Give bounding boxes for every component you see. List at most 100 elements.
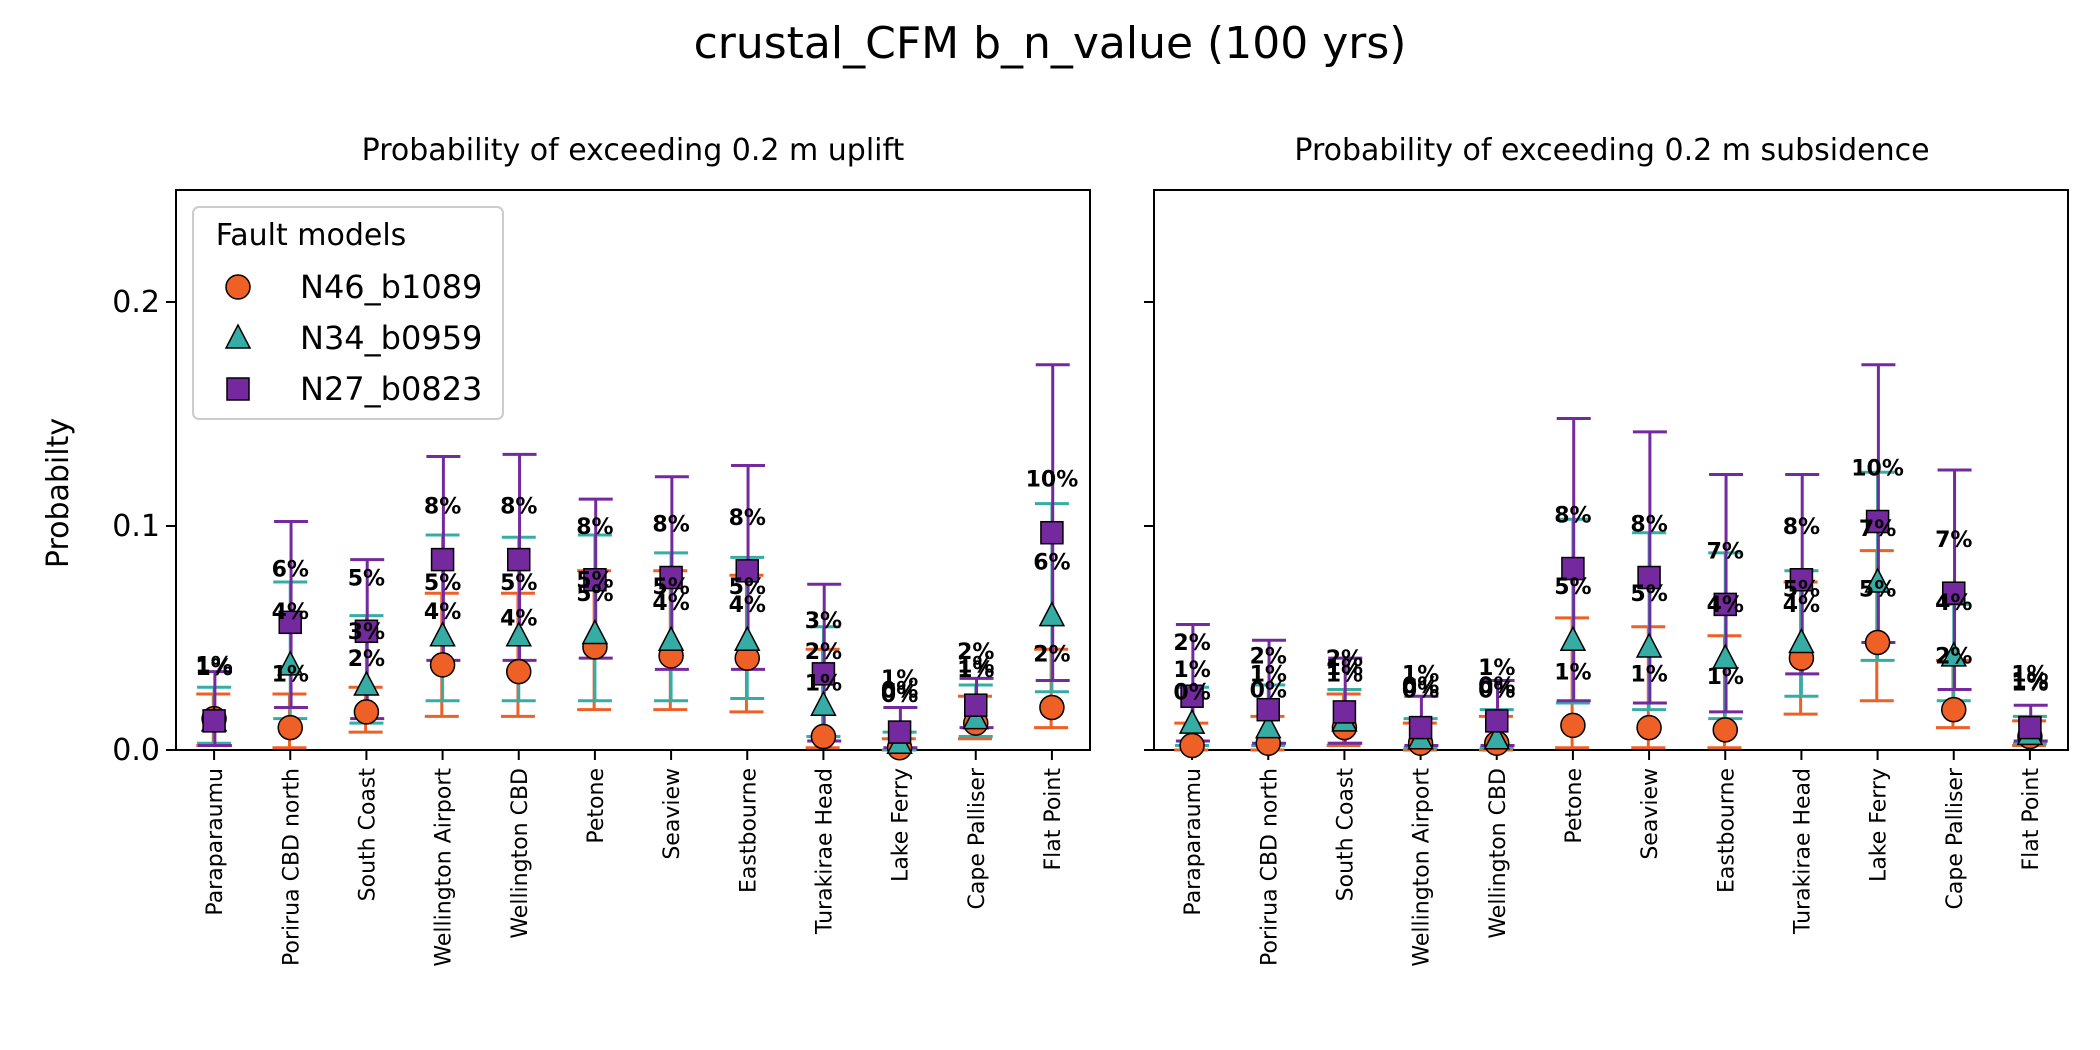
data-label: 0% bbox=[1402, 678, 1439, 703]
data-label: 5% bbox=[576, 569, 613, 594]
data-point bbox=[1560, 712, 1586, 739]
data-point bbox=[1483, 724, 1510, 750]
legend: Fault models N46_b1089 N34_b0959 N27_b0823 bbox=[192, 206, 504, 420]
data-label: 5% bbox=[729, 575, 766, 600]
data-point bbox=[1636, 714, 1662, 741]
data-point bbox=[430, 547, 455, 572]
y-axis-label: Probabilty bbox=[41, 418, 76, 568]
legend-label: N46_b1089 bbox=[300, 268, 482, 306]
data-label: 1% bbox=[195, 654, 232, 679]
data-label: 3% bbox=[348, 620, 385, 645]
data-point bbox=[278, 610, 302, 635]
x-tick-label: Flat Point bbox=[1041, 768, 1066, 871]
data-label: 4% bbox=[1783, 593, 1820, 618]
data-label: 5% bbox=[1859, 577, 1896, 602]
legend-title: Fault models bbox=[216, 218, 407, 253]
data-point bbox=[887, 720, 912, 744]
data-point bbox=[506, 658, 532, 685]
data-point bbox=[734, 625, 761, 651]
x-tick-label: Wellington Airport bbox=[432, 768, 457, 967]
data-label: 8% bbox=[500, 495, 537, 520]
data-point bbox=[581, 618, 609, 645]
data-label: 2% bbox=[1935, 645, 1972, 670]
data-label: 1% bbox=[195, 656, 232, 681]
data-label: 0% bbox=[1402, 674, 1439, 699]
data-point bbox=[1942, 581, 1966, 605]
data-point bbox=[964, 693, 988, 717]
data-label: 5% bbox=[1554, 575, 1591, 600]
x-tick-label: Turakirae Head bbox=[1790, 768, 1815, 935]
data-point bbox=[1485, 709, 1509, 733]
data-label: 1% bbox=[957, 654, 994, 679]
data-label: 7% bbox=[1707, 539, 1744, 564]
data-label: 7% bbox=[1859, 517, 1896, 542]
data-point bbox=[1180, 684, 1204, 708]
data-label: 8% bbox=[729, 506, 766, 531]
data-label: 1% bbox=[1478, 656, 1515, 681]
legend-marker bbox=[226, 377, 250, 401]
data-point bbox=[1788, 627, 1815, 654]
data-point bbox=[1712, 643, 1739, 669]
data-label: 0% bbox=[881, 683, 918, 708]
data-label: 0% bbox=[1478, 674, 1515, 699]
data-label: 4% bbox=[729, 593, 766, 618]
x-tick-label: Turakirae Head bbox=[812, 768, 837, 935]
x-tick-label: Cape Palliser bbox=[1943, 767, 1968, 909]
data-point bbox=[1408, 715, 1433, 740]
data-point bbox=[1039, 694, 1065, 721]
data-label: 2% bbox=[1173, 631, 1210, 656]
x-tick-label: Porirua CBD north bbox=[1257, 768, 1282, 966]
data-point bbox=[429, 652, 456, 678]
data-label: 8% bbox=[1554, 504, 1591, 529]
data-label: 4% bbox=[1935, 591, 1972, 616]
legend-entries: N46_b1089 N34_b0959 N27_b0823 bbox=[224, 268, 482, 408]
data-point bbox=[811, 662, 836, 686]
data-label: 0% bbox=[1250, 678, 1287, 703]
data-label: 1% bbox=[1326, 656, 1363, 681]
data-label: 1% bbox=[1630, 663, 1667, 688]
data-label: 2% bbox=[805, 640, 842, 665]
legend-marker bbox=[225, 274, 251, 300]
data-point bbox=[1332, 700, 1357, 724]
data-point bbox=[1178, 708, 1206, 734]
data-point bbox=[1864, 567, 1891, 593]
x-tick-label: Seaview bbox=[660, 768, 685, 860]
data-point bbox=[507, 547, 531, 572]
data-label: 6% bbox=[1033, 551, 1070, 576]
x-tick-label: Wellington CBD bbox=[508, 768, 533, 939]
data-label: 2% bbox=[1033, 642, 1070, 667]
y-tick-label: 0.0 bbox=[112, 733, 160, 768]
data-point bbox=[1712, 717, 1738, 743]
legend-label: N34_b0959 bbox=[300, 319, 482, 357]
subsidence-panel: Probability of exceeding 0.2 m subsidenc… bbox=[1144, 133, 2069, 967]
legend-box bbox=[192, 206, 504, 420]
data-label: 10% bbox=[1851, 457, 1904, 482]
uplift-panel: Probability of exceeding 0.2 m uplift 0.… bbox=[112, 133, 1091, 967]
data-point bbox=[1635, 632, 1663, 658]
data-point bbox=[353, 699, 380, 725]
data-point bbox=[1940, 641, 1967, 667]
data-point bbox=[1255, 712, 1282, 739]
data-label: 1% bbox=[1402, 663, 1439, 688]
data-point bbox=[659, 565, 683, 590]
data-label: 1% bbox=[881, 667, 918, 692]
data-label: 5% bbox=[348, 566, 385, 591]
data-point bbox=[962, 704, 989, 730]
data-label: 5% bbox=[1783, 577, 1820, 602]
uplift-panel-title: Probability of exceeding 0.2 m uplift bbox=[362, 133, 905, 168]
data-label: 8% bbox=[424, 495, 461, 520]
x-tick-label: Cape Palliser bbox=[965, 767, 990, 909]
data-label: 4% bbox=[424, 600, 461, 625]
x-tick-label: Lake Ferry bbox=[889, 768, 914, 882]
data-label: 5% bbox=[424, 571, 461, 596]
x-tick-label: Petone bbox=[1562, 768, 1587, 844]
data-label: 8% bbox=[576, 515, 613, 540]
x-tick-label: Eastbourne bbox=[736, 768, 761, 893]
x-tick-label: Lake Ferry bbox=[1867, 768, 1892, 882]
data-point bbox=[1559, 625, 1587, 651]
figure-title: crustal_CFM b_n_value (100 yrs) bbox=[694, 18, 1407, 69]
data-label: 5% bbox=[652, 575, 689, 600]
data-point bbox=[353, 670, 380, 696]
data-point bbox=[429, 621, 456, 647]
